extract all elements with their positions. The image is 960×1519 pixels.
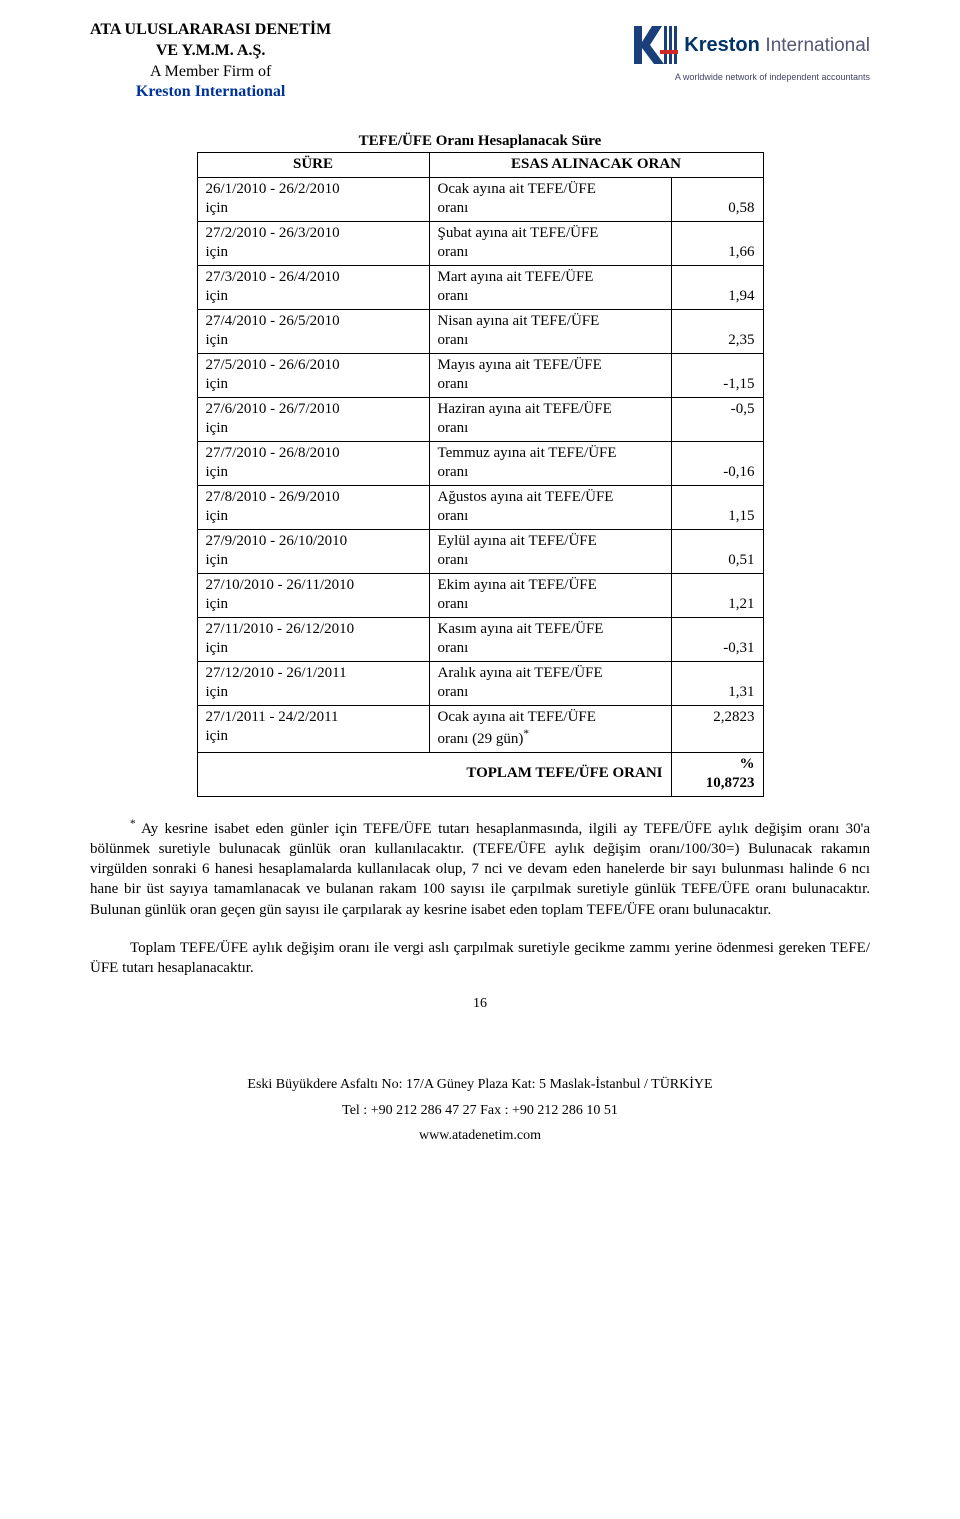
org-line2: VE Y.M.M. A.Ş. — [90, 41, 331, 62]
cell-sure: 27/8/2010 - 26/9/2010için — [197, 485, 429, 529]
cell-value: 1,15 — [671, 485, 763, 529]
cell-base: Ağustos ayına ait TEFE/ÜFEoranı — [429, 485, 671, 529]
cell-value: 1,31 — [671, 661, 763, 705]
total-label: TOPLAM TEFE/ÜFE ORANI — [197, 752, 671, 796]
page-header: ATA ULUSLARARASI DENETİM VE Y.M.M. A.Ş. … — [90, 20, 870, 103]
cell-value: 0,51 — [671, 529, 763, 573]
cell-sure: 27/11/2010 - 26/12/2010için — [197, 617, 429, 661]
table-row: 27/4/2010 - 26/5/2010içinNisan ayına ait… — [197, 309, 763, 353]
cell-value: 1,94 — [671, 265, 763, 309]
cell-base: Kasım ayına ait TEFE/ÜFEoranı — [429, 617, 671, 661]
cell-base: Mart ayına ait TEFE/ÜFEoranı — [429, 265, 671, 309]
cell-sure: 27/10/2010 - 26/11/2010için — [197, 573, 429, 617]
kreston-logo-icon — [628, 20, 678, 70]
kreston-logo-text: Kreston International — [684, 34, 870, 57]
cell-value: -0,16 — [671, 441, 763, 485]
table-row: 27/9/2010 - 26/10/2010içinEylül ayına ai… — [197, 529, 763, 573]
table-row: 27/2/2010 - 26/3/2010içinŞubat ayına ait… — [197, 221, 763, 265]
cell-value: 1,21 — [671, 573, 763, 617]
cell-sure: 26/1/2010 - 26/2/2010için — [197, 177, 429, 221]
col-base-header: ESAS ALINACAK ORAN — [429, 153, 763, 178]
table-row: 27/5/2010 - 26/6/2010içinMayıs ayına ait… — [197, 353, 763, 397]
cell-sure: 27/3/2010 - 26/4/2010için — [197, 265, 429, 309]
header-left: ATA ULUSLARARASI DENETİM VE Y.M.M. A.Ş. … — [90, 20, 331, 103]
org-line3: A Member Firm of — [90, 62, 331, 83]
table-row: 26/1/2010 - 26/2/2010içinOcak ayına ait … — [197, 177, 763, 221]
cell-sure: 27/2/2010 - 26/3/2010için — [197, 221, 429, 265]
cell-base: Mayıs ayına ait TEFE/ÜFEoranı — [429, 353, 671, 397]
cell-base: Aralık ayına ait TEFE/ÜFEoranı — [429, 661, 671, 705]
cell-base: Ocak ayına ait TEFE/ÜFEoranı — [429, 177, 671, 221]
cell-sure: 27/6/2010 - 26/7/2010için — [197, 397, 429, 441]
table-row: 27/7/2010 - 26/8/2010içinTemmuz ayına ai… — [197, 441, 763, 485]
table-row: 27/8/2010 - 26/9/2010içinAğustos ayına a… — [197, 485, 763, 529]
table-header-row: SÜRE ESAS ALINACAK ORAN — [197, 153, 763, 178]
paragraph-2: Toplam TEFE/ÜFE aylık değişim oranı ile … — [90, 938, 870, 979]
cell-value: 1,66 — [671, 221, 763, 265]
footer-address: Eski Büyükdere Asfaltı No: 17/A Güney Pl… — [90, 1072, 870, 1097]
cell-sure: 27/1/2011 - 24/2/2011için — [197, 705, 429, 752]
cell-base: Ekim ayına ait TEFE/ÜFEoranı — [429, 573, 671, 617]
table-row: 27/6/2010 - 26/7/2010içinHaziran ayına a… — [197, 397, 763, 441]
cell-value: 2,2823 — [671, 705, 763, 752]
cell-value: 0,58 — [671, 177, 763, 221]
table-row: 27/3/2010 - 26/4/2010içinMart ayına ait … — [197, 265, 763, 309]
cell-value: -1,15 — [671, 353, 763, 397]
kreston-logo-sub: A worldwide network of independent accou… — [628, 72, 870, 82]
page-footer: Eski Büyükdere Asfaltı No: 17/A Güney Pl… — [90, 1072, 870, 1148]
cell-value: 2,35 — [671, 309, 763, 353]
footer-web: www.atadenetim.com — [90, 1123, 870, 1148]
cell-base: Eylül ayına ait TEFE/ÜFEoranı — [429, 529, 671, 573]
cell-sure: 27/12/2010 - 26/1/2011için — [197, 661, 429, 705]
org-line1: ATA ULUSLARARASI DENETİM — [90, 20, 331, 41]
total-value: % 10,8723 — [671, 752, 763, 796]
table-row: 27/1/2011 - 24/2/2011içinOcak ayına ait … — [197, 705, 763, 752]
table-row: 27/10/2010 - 26/11/2010içinEkim ayına ai… — [197, 573, 763, 617]
footer-tel: Tel : +90 212 286 47 27 Fax : +90 212 28… — [90, 1098, 870, 1123]
cell-base: Nisan ayına ait TEFE/ÜFEoranı — [429, 309, 671, 353]
cell-sure: 27/5/2010 - 26/6/2010için — [197, 353, 429, 397]
cell-value: -0,5 — [671, 397, 763, 441]
cell-base: Ocak ayına ait TEFE/ÜFEoranı (29 gün)* — [429, 705, 671, 752]
table-row: 27/12/2010 - 26/1/2011içinAralık ayına a… — [197, 661, 763, 705]
page-number: 16 — [90, 996, 870, 1012]
paragraph-1: * Ay kesrine isabet eden günler için TEF… — [90, 817, 870, 920]
org-line4: Kreston International — [90, 82, 331, 103]
header-right: Kreston International A worldwide networ… — [610, 20, 870, 85]
cell-base: Haziran ayına ait TEFE/ÜFEoranı — [429, 397, 671, 441]
cell-value: -0,31 — [671, 617, 763, 661]
cell-sure: 27/9/2010 - 26/10/2010için — [197, 529, 429, 573]
col-sure-header: SÜRE — [197, 153, 429, 178]
cell-sure: 27/7/2010 - 26/8/2010için — [197, 441, 429, 485]
cell-base: Temmuz ayına ait TEFE/ÜFEoranı — [429, 441, 671, 485]
table-total-row: TOPLAM TEFE/ÜFE ORANI % 10,8723 — [197, 752, 763, 796]
rate-table: SÜRE ESAS ALINACAK ORAN 26/1/2010 - 26/2… — [197, 152, 764, 797]
cell-sure: 27/4/2010 - 26/5/2010için — [197, 309, 429, 353]
kreston-logo: Kreston International A worldwide networ… — [628, 20, 870, 82]
table-row: 27/11/2010 - 26/12/2010içinKasım ayına a… — [197, 617, 763, 661]
table-caption: TEFE/ÜFE Oranı Hesaplanacak Süre — [90, 133, 870, 150]
cell-base: Şubat ayına ait TEFE/ÜFEoranı — [429, 221, 671, 265]
